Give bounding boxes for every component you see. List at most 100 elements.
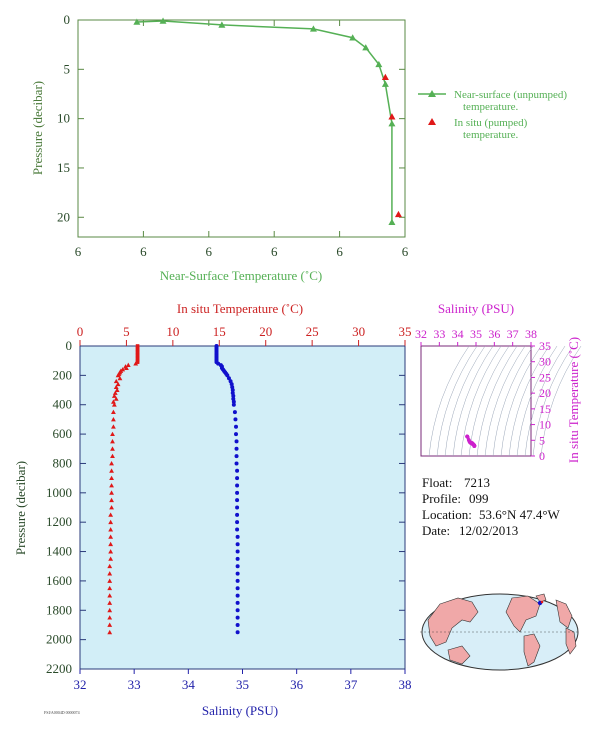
ts-y-tick-label: 25 [539,370,551,384]
ts-point [472,444,477,448]
salinity-point [232,410,237,415]
temp-point [124,365,129,370]
salinity-point [235,534,240,539]
unpumped-point [218,21,226,28]
salinity-point [235,578,240,583]
legend-unpumped-line1: Near-surface (unpumped) [454,89,567,101]
isopycnal-line [516,345,558,457]
salinity-point [235,468,240,473]
pumped-point [381,73,389,81]
ts-y-tick-label: 15 [539,402,551,416]
legend-pumped-line2: temperature. [463,129,519,141]
temp-point [109,497,114,503]
temp-point [135,360,140,364]
temp-point [107,600,113,605]
ts-y-label: In situ Temperature (˚C) [566,337,581,463]
salinity-tick-label: 38 [399,677,412,692]
temp-axis-title: In situ Temperature (˚C) [177,301,303,316]
temp-point [117,375,123,381]
temp-point [125,362,131,368]
map-land-europe-africa [555,599,573,629]
salinity-point [235,622,240,627]
temp-point [111,424,116,429]
location-value: 53.6°N 47.4°W [479,507,561,522]
pressure-tick-label: 600 [53,426,73,441]
map-land-south-america [523,633,541,667]
salinity-point [235,520,240,525]
isopycnal-line [428,345,470,457]
top-y-tick-label: 0 [64,12,71,27]
unpumped-point [381,80,389,87]
pressure-tick-label: 1800 [46,602,72,617]
temp-point [107,571,113,576]
top-x-ticks: 6 6 6 6 6 6 [75,20,409,259]
world-map [420,593,580,671]
temp-point [115,381,121,387]
salinity-point [235,483,240,488]
temp-point [108,556,114,561]
temp-tick-label: 20 [259,324,272,339]
isopycnal-line [492,345,534,457]
salinity-point [235,505,240,510]
top-plot-frame [77,19,406,238]
pressure-tick-label: 400 [53,397,73,412]
salinity-point [225,373,230,378]
legend-unpumped-line2: temperature. [463,101,519,113]
top-x-tick-label: 6 [336,244,343,259]
temp-tick-label: 0 [77,324,84,339]
temp-point [107,615,113,620]
salinity-point [230,388,235,393]
map-land-africa [565,627,577,655]
salinity-profile [214,344,240,635]
temp-point [108,519,114,525]
ts-x-tick-label: 38 [525,327,537,341]
salinity-point [234,424,238,429]
temp-point [107,622,113,627]
temp-tick-label: 30 [352,324,365,339]
profile-panel: In situ Temperature (˚C) 0 5 10 15 20 25 30 35 … [13,301,412,718]
pressure-tick-label: 800 [53,455,73,470]
isopycnal-line [524,345,566,457]
temp-point [133,361,139,366]
temp-point [109,461,114,466]
float-label: Float: [422,475,452,490]
ts-y-tick-label: 0 [539,449,545,463]
isopycnal-line [452,345,494,457]
pressure-tick-label: 200 [53,367,73,382]
top-x-tick-label: 6 [271,244,278,259]
temp-point [112,390,118,395]
unpumped-point [133,18,141,25]
temp-point [107,563,113,569]
profile-label: Profile: [422,491,461,506]
float-location-marker-secondary [540,600,544,604]
top-x-tick-label: 6 [140,244,147,259]
top-series [133,17,402,226]
temp-point [111,399,116,404]
float-info: Float: 7213 Profile: 099 Location: 53.6°… [422,475,561,538]
isopycnal-line [476,345,518,457]
legend-pumped-line1: In situ (pumped) [454,117,528,129]
top-y-label: Pressure (decibar) [30,81,45,175]
salinity-axis-ticks: 32 33 34 35 36 37 38 [74,669,412,692]
top-legend: Near-surface (unpumped) temperature. In … [418,89,567,141]
isopycnal-line [500,345,542,457]
unpumped-point [388,120,396,127]
temp-point [113,378,119,384]
top-panel: 0 5 10 15 20 6 6 6 6 6 6 Pressure (decibar) Near-… [30,12,567,283]
map-land-australia [447,645,471,665]
temp-point [111,417,116,422]
temp-point [113,396,119,401]
ts-x-tick-label: 33 [433,327,445,341]
top-y-tick-label: 15 [57,160,70,175]
isopycnal-line [532,345,574,457]
pressure-tick-label: 2000 [46,632,72,647]
temp-point [108,549,114,554]
salinity-point [235,512,240,517]
pumped-point [388,113,396,120]
pressure-tick-label: 1400 [46,544,72,559]
salinity-point [231,399,236,404]
temp-point [108,541,114,547]
top-y-tick-label: 5 [64,61,71,76]
salinity-point [234,461,239,466]
